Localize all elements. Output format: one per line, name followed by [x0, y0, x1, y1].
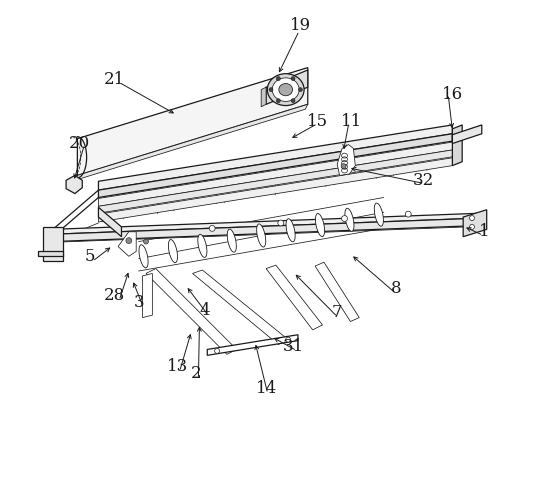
Text: 15: 15	[307, 113, 328, 130]
Polygon shape	[143, 274, 152, 317]
Ellipse shape	[315, 213, 325, 237]
Ellipse shape	[272, 78, 299, 102]
Polygon shape	[99, 150, 453, 213]
Text: 20: 20	[69, 135, 91, 152]
Ellipse shape	[286, 219, 295, 242]
Text: 16: 16	[442, 86, 463, 103]
Polygon shape	[266, 70, 308, 105]
Polygon shape	[53, 218, 482, 242]
Text: 1: 1	[479, 223, 489, 240]
Ellipse shape	[227, 229, 236, 252]
Polygon shape	[38, 251, 63, 256]
Polygon shape	[99, 142, 453, 206]
Polygon shape	[146, 269, 237, 354]
Circle shape	[291, 99, 295, 103]
Circle shape	[341, 215, 347, 221]
Text: 11: 11	[341, 113, 363, 130]
Polygon shape	[78, 68, 308, 176]
Polygon shape	[43, 227, 63, 261]
Text: 21: 21	[104, 71, 125, 88]
Circle shape	[341, 164, 346, 169]
Circle shape	[469, 215, 474, 220]
Text: 7: 7	[332, 304, 343, 321]
Polygon shape	[99, 207, 121, 237]
Circle shape	[291, 76, 295, 80]
Ellipse shape	[257, 224, 266, 247]
Circle shape	[144, 239, 149, 244]
Text: 14: 14	[255, 380, 277, 397]
Text: 19: 19	[290, 17, 311, 35]
Circle shape	[276, 76, 280, 80]
Circle shape	[278, 220, 284, 226]
Polygon shape	[453, 125, 482, 143]
Polygon shape	[53, 213, 482, 234]
Polygon shape	[266, 265, 322, 330]
Circle shape	[215, 349, 220, 353]
Polygon shape	[207, 335, 298, 355]
Text: 5: 5	[85, 248, 95, 265]
Polygon shape	[75, 105, 308, 180]
Polygon shape	[192, 270, 288, 345]
Polygon shape	[46, 221, 482, 243]
Polygon shape	[337, 144, 356, 176]
Ellipse shape	[198, 234, 207, 257]
Ellipse shape	[375, 203, 383, 226]
Text: 32: 32	[412, 172, 434, 189]
Ellipse shape	[139, 245, 148, 268]
Polygon shape	[118, 232, 136, 256]
Text: 28: 28	[104, 287, 125, 304]
Circle shape	[469, 224, 474, 229]
Circle shape	[299, 88, 302, 92]
Polygon shape	[99, 125, 453, 190]
Text: 3: 3	[133, 294, 144, 312]
Circle shape	[405, 211, 411, 217]
Ellipse shape	[169, 240, 178, 263]
Polygon shape	[66, 176, 82, 194]
Text: 13: 13	[167, 358, 189, 375]
Polygon shape	[261, 87, 266, 107]
Polygon shape	[453, 125, 462, 166]
Text: 4: 4	[199, 302, 210, 319]
Ellipse shape	[267, 73, 304, 106]
Polygon shape	[99, 158, 453, 222]
Circle shape	[269, 88, 273, 92]
Polygon shape	[99, 134, 453, 198]
Circle shape	[126, 238, 132, 244]
Circle shape	[286, 337, 291, 342]
Ellipse shape	[279, 83, 293, 96]
Polygon shape	[315, 262, 359, 321]
Text: 31: 31	[282, 339, 304, 355]
Text: 2: 2	[191, 365, 202, 383]
Circle shape	[276, 99, 280, 103]
Polygon shape	[463, 210, 487, 237]
Circle shape	[209, 225, 215, 231]
Text: 8: 8	[391, 280, 401, 297]
Ellipse shape	[345, 209, 354, 231]
